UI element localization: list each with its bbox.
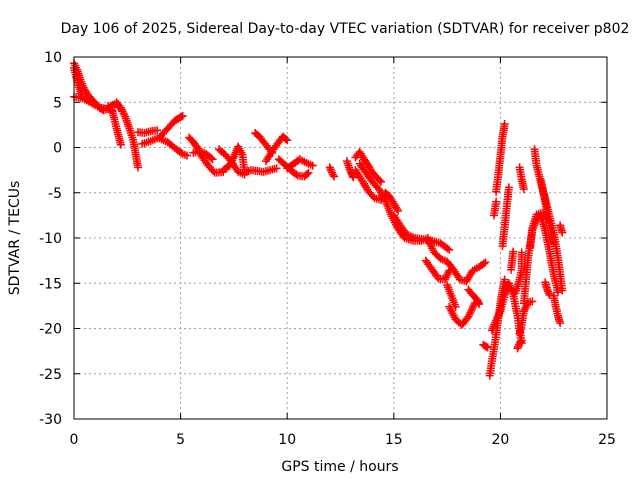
data-point-group — [492, 119, 509, 196]
y-tick-label: -10 — [39, 231, 62, 247]
axis-tick-labels: 0 5 10 15 20 25 10 5 0 -5 -10 -15 -20 -25 -30 — [39, 50, 616, 448]
data-point-group — [507, 247, 518, 274]
series-segment — [134, 126, 162, 137]
series-segment — [283, 155, 317, 173]
series-segment — [549, 291, 565, 328]
chart-title: Day 106 of 2025, Sidereal Day-to-day VTE… — [61, 21, 630, 37]
data-point-group — [240, 164, 281, 177]
x-tick-label: 5 — [176, 432, 185, 448]
data-point-group — [112, 98, 142, 172]
data-point-group — [134, 126, 162, 137]
series-segment — [511, 248, 526, 298]
series-segment — [515, 297, 537, 338]
series-segment — [112, 98, 142, 172]
data-point-group — [511, 248, 526, 298]
x-tick-label: 20 — [491, 432, 509, 448]
y-tick-label: -30 — [39, 412, 62, 428]
data-point-group — [515, 163, 528, 194]
data-point-group — [536, 176, 558, 248]
data-point-group — [556, 221, 567, 237]
plot-frame — [73, 56, 608, 420]
series-segment — [556, 221, 567, 237]
y-tick-label: 5 — [53, 95, 62, 111]
data-point-group — [283, 155, 317, 173]
series-segment — [421, 256, 454, 284]
y-tick-label: -20 — [39, 322, 62, 338]
y-tick-label: 10 — [44, 50, 62, 66]
x-tick-label: 0 — [70, 432, 79, 448]
data-point-group — [443, 281, 460, 311]
data-point-group — [479, 340, 492, 352]
series-segment — [351, 148, 386, 186]
data-point-group — [423, 235, 490, 286]
data-point-group — [490, 197, 501, 220]
series-segment — [541, 278, 554, 300]
y-tick-label: -15 — [39, 276, 62, 292]
series-segment — [104, 101, 125, 149]
series-segment — [515, 163, 528, 194]
x-tick-label: 10 — [278, 432, 296, 448]
data-point-group — [189, 147, 217, 164]
series-segment — [490, 197, 501, 220]
data-point-group — [498, 183, 513, 251]
y-tick-label: -25 — [39, 367, 62, 383]
series-segment — [443, 281, 460, 311]
data-point-group — [515, 297, 537, 338]
series-segment — [536, 176, 558, 248]
x-tick-label: 25 — [598, 432, 616, 448]
x-axis-label: GPS time / hours — [281, 459, 398, 475]
data-point-group — [215, 145, 249, 179]
data-point-group — [421, 256, 454, 284]
data-point-group — [445, 299, 479, 329]
x-tick-label: 15 — [385, 432, 403, 448]
series-segment — [261, 132, 292, 166]
series-segment — [445, 299, 479, 329]
data-point-group — [541, 278, 554, 300]
series-segment — [507, 247, 518, 274]
series-segment — [513, 336, 526, 353]
data-point-group — [261, 132, 292, 166]
data-point-group — [351, 148, 386, 186]
series-segment — [464, 285, 484, 309]
series-segment — [155, 134, 191, 160]
data-point-group — [351, 166, 403, 215]
series-segment — [351, 166, 403, 215]
series-segment — [240, 164, 281, 177]
series-0 — [70, 59, 567, 380]
data-point-group — [325, 163, 339, 181]
data-point-group — [464, 285, 484, 309]
data-point-group — [342, 157, 358, 182]
series-segment — [479, 340, 492, 352]
data-point-group — [513, 336, 526, 353]
y-axis-label: SDTVAR / TECUs — [7, 181, 23, 296]
data-points — [70, 59, 567, 380]
series-segment — [423, 235, 490, 286]
data-point-group — [549, 291, 565, 328]
y-tick-label: -5 — [48, 186, 62, 202]
y-tick-label: 0 — [53, 141, 62, 157]
series-segment — [492, 119, 509, 196]
series-segment — [498, 183, 513, 251]
series-segment — [342, 157, 358, 182]
series-segment — [189, 147, 217, 164]
series-segment — [325, 163, 339, 181]
data-point-group — [155, 134, 191, 160]
series-segment — [215, 145, 249, 179]
data-point-group — [104, 101, 125, 149]
